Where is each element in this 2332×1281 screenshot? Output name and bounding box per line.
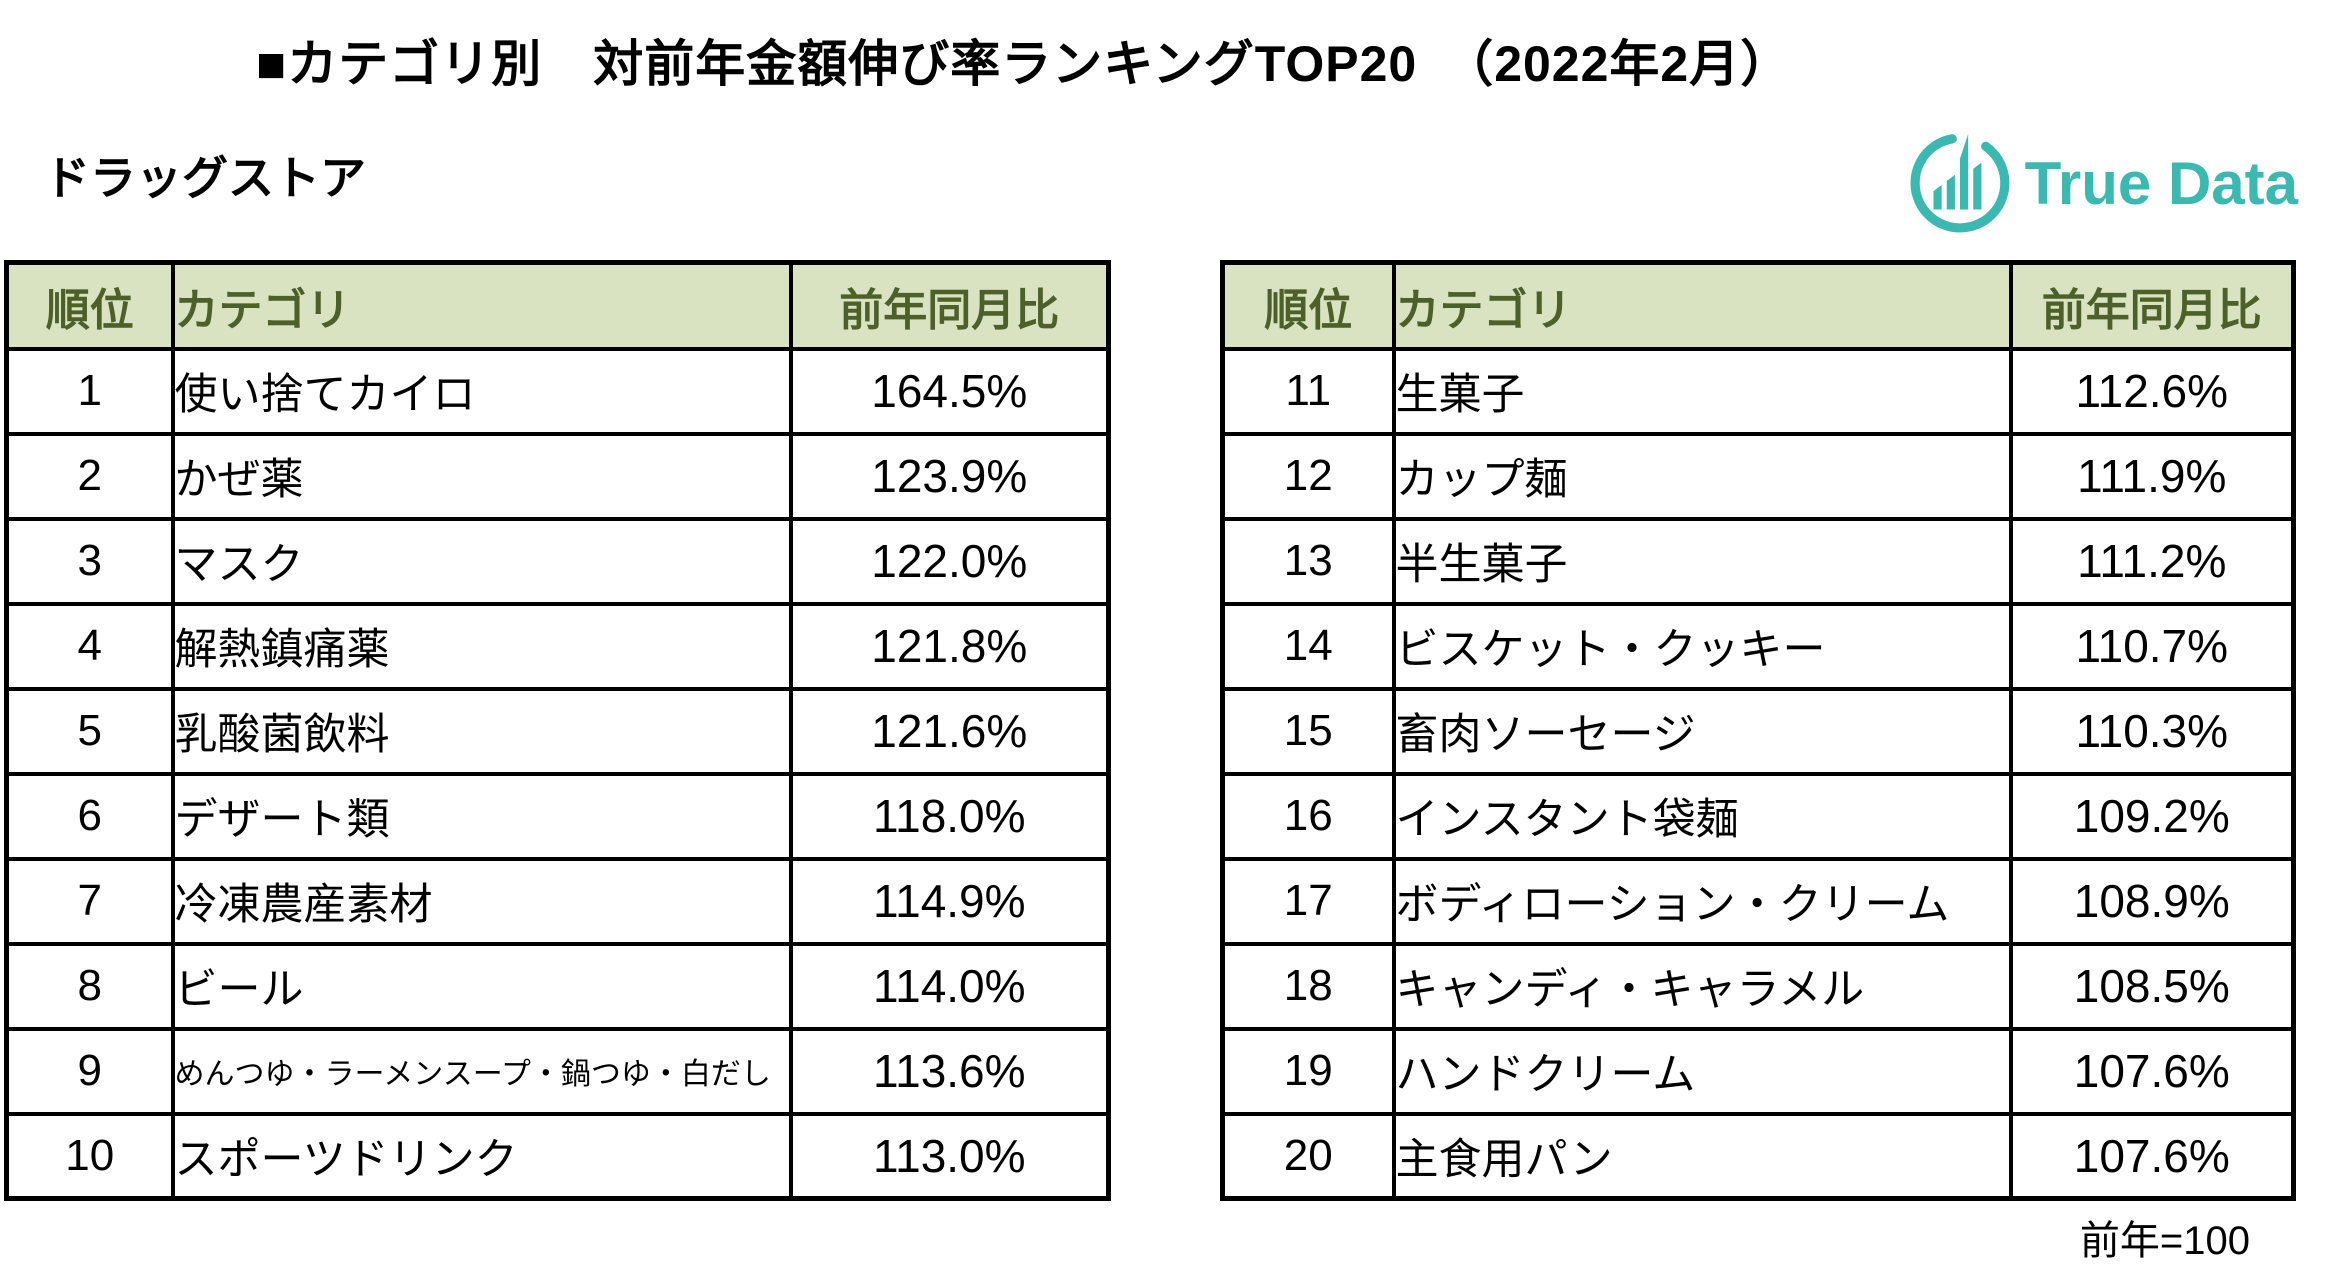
- category-cell: スポーツドリンク: [170, 1111, 793, 1201]
- category-cell: 解熱鎮痛薬: [170, 601, 793, 691]
- ranking-table-11-20: 順位 カテゴリ 前年同月比 11 生菓子 112.6% 12 カップ麺 111.9% 13 半…: [1220, 260, 2296, 1201]
- value-cell: 111.9%: [2008, 431, 2296, 521]
- value-cell: 107.6%: [2008, 1111, 2296, 1201]
- category-column-header: カテゴリ: [170, 260, 793, 351]
- value-cell: 107.6%: [2008, 1026, 2296, 1116]
- table-row: 19 ハンドクリーム 107.6%: [1220, 1026, 2296, 1116]
- table-row: 12 カップ麺 111.9%: [1220, 431, 2296, 521]
- category-cell: ハンドクリーム: [1391, 1026, 2013, 1116]
- baseline-footnote: 前年=100: [2079, 1219, 2250, 1263]
- yoy-column-header: 前年同月比: [788, 260, 1111, 351]
- category-cell: カップ麺: [1391, 431, 2013, 521]
- category-cell: インスタント袋麺: [1391, 771, 2013, 861]
- rank-cell: 6: [4, 771, 175, 861]
- rank-cell: 7: [4, 856, 175, 946]
- table-row: 16 インスタント袋麺 109.2%: [1220, 771, 2296, 861]
- store-format-label: ドラッグストア: [44, 152, 366, 204]
- table-row: 3 マスク 122.0%: [4, 516, 1111, 606]
- table-row: 14 ビスケット・クッキー 110.7%: [1220, 601, 2296, 691]
- category-cell: めんつゆ・ラーメンスープ・鍋つゆ・白だし: [170, 1026, 793, 1116]
- rank-cell: 19: [1220, 1026, 1396, 1116]
- category-column-header: カテゴリ: [1391, 260, 2013, 351]
- bar-chart-circle-icon: [1910, 134, 2009, 233]
- category-cell: ビスケット・クッキー: [1391, 601, 2013, 691]
- rank-cell: 3: [4, 516, 175, 606]
- rank-cell: 18: [1220, 941, 1396, 1031]
- value-cell: 113.6%: [788, 1026, 1111, 1116]
- table-row: 5 乳酸菌飲料 121.6%: [4, 686, 1111, 776]
- category-cell: 冷凍農産素材: [170, 856, 793, 946]
- category-cell: かぜ薬: [170, 431, 793, 521]
- truedata-logo: True Data: [1909, 132, 2298, 234]
- rank-column-header: 順位: [1220, 260, 1396, 351]
- rank-cell: 17: [1220, 856, 1396, 946]
- category-cell: キャンディ・キャラメル: [1391, 941, 2013, 1031]
- rank-cell: 5: [4, 686, 175, 776]
- category-cell: ビール: [170, 941, 793, 1031]
- category-cell: 主食用パン: [1391, 1111, 2013, 1201]
- rank-cell: 14: [1220, 601, 1396, 691]
- category-cell: ボディローション・クリーム: [1391, 856, 2013, 946]
- table-header-row: 順位 カテゴリ 前年同月比: [4, 260, 1111, 351]
- value-cell: 118.0%: [788, 771, 1111, 861]
- value-cell: 114.9%: [788, 856, 1111, 946]
- value-cell: 110.7%: [2008, 601, 2296, 691]
- table-row: 7 冷凍農産素材 114.9%: [4, 856, 1111, 946]
- category-cell: 半生菓子: [1391, 516, 2013, 606]
- table-row: 15 畜肉ソーセージ 110.3%: [1220, 686, 2296, 776]
- rank-cell: 2: [4, 431, 175, 521]
- rank-cell: 1: [4, 346, 175, 436]
- category-cell: 乳酸菌飲料: [170, 686, 793, 776]
- rank-cell: 8: [4, 941, 175, 1031]
- table-row: 13 半生菓子 111.2%: [1220, 516, 2296, 606]
- table-row: 18 キャンディ・キャラメル 108.5%: [1220, 941, 2296, 1031]
- table-row: 9 めんつゆ・ラーメンスープ・鍋つゆ・白だし 113.6%: [4, 1026, 1111, 1116]
- value-cell: 112.6%: [2008, 346, 2296, 436]
- category-cell: 使い捨てカイロ: [170, 346, 793, 436]
- value-cell: 110.3%: [2008, 686, 2296, 776]
- value-cell: 113.0%: [788, 1111, 1111, 1201]
- value-cell: 109.2%: [2008, 771, 2296, 861]
- table-row: 1 使い捨てカイロ 164.5%: [4, 346, 1111, 436]
- rank-cell: 15: [1220, 686, 1396, 776]
- category-cell: 生菓子: [1391, 346, 2013, 436]
- yoy-column-header: 前年同月比: [2008, 260, 2296, 351]
- table-row: 6 デザート類 118.0%: [4, 771, 1111, 861]
- category-cell: デザート類: [170, 771, 793, 861]
- table-row: 17 ボディローション・クリーム 108.9%: [1220, 856, 2296, 946]
- table-row: 11 生菓子 112.6%: [1220, 346, 2296, 436]
- ranking-table-1-10: 順位 カテゴリ 前年同月比 1 使い捨てカイロ 164.5% 2 かぜ薬 123.9% 3 マ…: [4, 260, 1111, 1201]
- logo-wordmark: True Data: [2024, 149, 2298, 217]
- value-cell: 108.9%: [2008, 856, 2296, 946]
- page-title: ■カテゴリ別 対前年金額伸び率ランキングTOP20 （2022年2月）: [256, 36, 1792, 92]
- category-cell: 畜肉ソーセージ: [1391, 686, 2013, 776]
- rank-cell: 13: [1220, 516, 1396, 606]
- rank-cell: 11: [1220, 346, 1396, 436]
- value-cell: 121.8%: [788, 601, 1111, 691]
- value-cell: 121.6%: [788, 686, 1111, 776]
- category-cell: マスク: [170, 516, 793, 606]
- table-row: 20 主食用パン 107.6%: [1220, 1111, 2296, 1201]
- table-row: 10 スポーツドリンク 113.0%: [4, 1111, 1111, 1201]
- rank-cell: 4: [4, 601, 175, 691]
- rank-cell: 12: [1220, 431, 1396, 521]
- table-row: 8 ビール 114.0%: [4, 941, 1111, 1031]
- rank-cell: 20: [1220, 1111, 1396, 1201]
- rank-cell: 16: [1220, 771, 1396, 861]
- value-cell: 123.9%: [788, 431, 1111, 521]
- value-cell: 108.5%: [2008, 941, 2296, 1031]
- value-cell: 164.5%: [788, 346, 1111, 436]
- rank-column-header: 順位: [4, 260, 175, 351]
- value-cell: 122.0%: [788, 516, 1111, 606]
- table-row: 4 解熱鎮痛薬 121.8%: [4, 601, 1111, 691]
- table-row: 2 かぜ薬 123.9%: [4, 431, 1111, 521]
- value-cell: 114.0%: [788, 941, 1111, 1031]
- table-header-row: 順位 カテゴリ 前年同月比: [1220, 260, 2296, 351]
- value-cell: 111.2%: [2008, 516, 2296, 606]
- rank-cell: 9: [4, 1026, 175, 1116]
- rank-cell: 10: [4, 1111, 175, 1201]
